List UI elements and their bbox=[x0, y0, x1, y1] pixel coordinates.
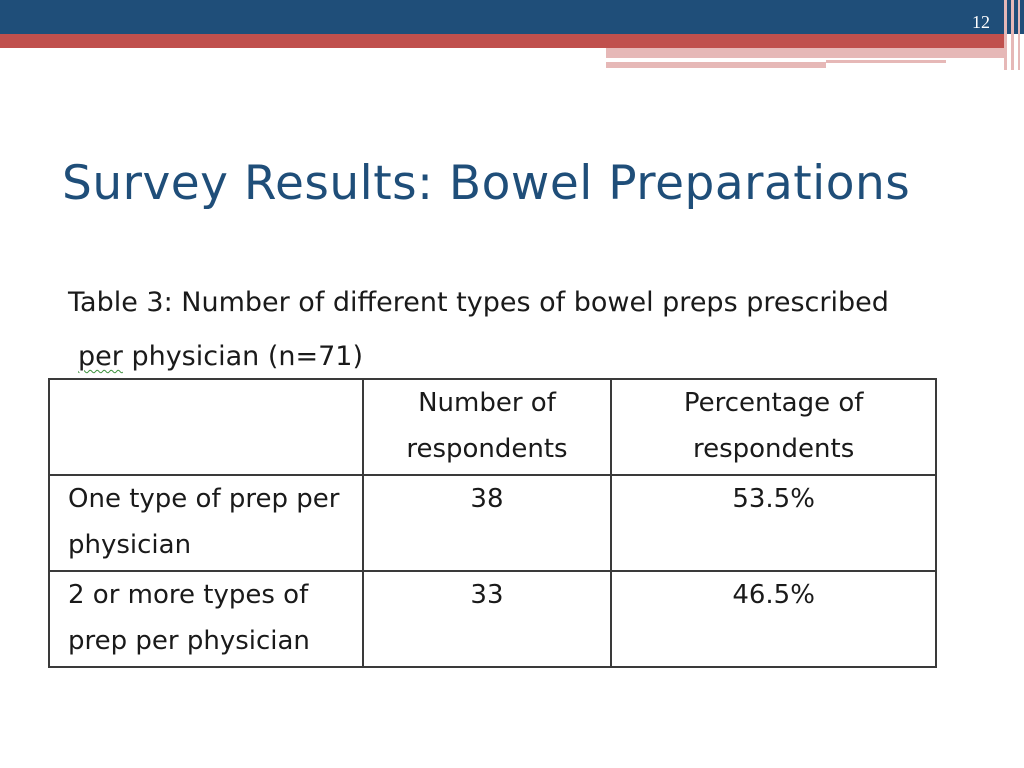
header-vertical-line bbox=[1011, 0, 1014, 70]
table-caption-line-2: per physician (n=71) bbox=[68, 330, 988, 384]
table-row: 2 or more types of prep per physician 33… bbox=[48, 570, 937, 668]
table-row: One type of prep per physician 38 53.5% bbox=[48, 474, 937, 572]
row-label: One type of prep per physician bbox=[48, 474, 364, 572]
header-vertical-line bbox=[1018, 0, 1020, 70]
row-percent: 53.5% bbox=[610, 474, 937, 572]
row-label: 2 or more types of prep per physician bbox=[48, 570, 364, 668]
table-caption-line-1: Table 3: Number of different types of bo… bbox=[68, 287, 889, 318]
header-navy-bar bbox=[0, 0, 1024, 34]
header-vertical-line bbox=[1004, 0, 1007, 70]
slide-title: Survey Results: Bowel Preparations bbox=[62, 156, 911, 211]
results-table: Number of respondents Percentage of resp… bbox=[48, 378, 937, 668]
row-count: 33 bbox=[361, 570, 613, 668]
header-cell-empty bbox=[48, 378, 364, 476]
header-red-bar bbox=[0, 34, 1004, 48]
header-cell-percentage: Percentage of respondents bbox=[610, 378, 937, 476]
table-caption: Table 3: Number of different types of bo… bbox=[68, 276, 988, 384]
header-pink-line bbox=[826, 60, 946, 63]
spellcheck-word: per bbox=[78, 341, 123, 372]
slide-number: 12 bbox=[972, 12, 990, 32]
header-pink-bar bbox=[606, 48, 1004, 58]
header-cell-number: Number of respondents bbox=[361, 378, 613, 476]
row-count: 38 bbox=[361, 474, 613, 572]
table-header-row: Number of respondents Percentage of resp… bbox=[48, 378, 937, 476]
table-caption-line-2-rest: physician (n=71) bbox=[122, 341, 363, 372]
row-percent: 46.5% bbox=[610, 570, 937, 668]
header-pink-bar-small bbox=[606, 62, 826, 68]
